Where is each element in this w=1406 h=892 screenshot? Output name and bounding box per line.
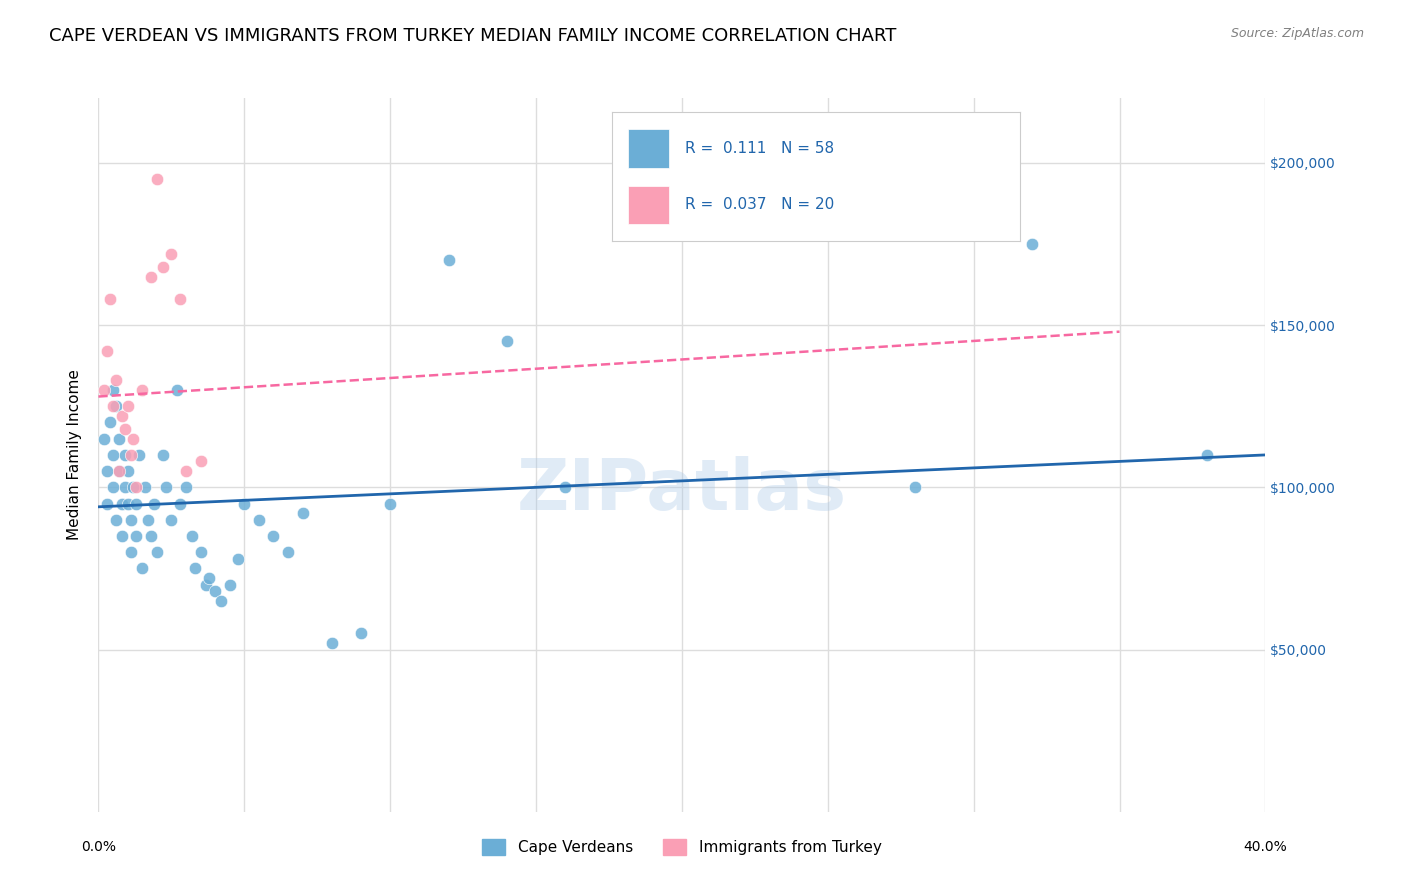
Cape Verdeans	[131, 561, 153, 575]
Cape Verdeans	[291, 506, 314, 520]
Immigrants from Turkey	[152, 260, 174, 274]
Cape Verdeans	[198, 571, 221, 585]
Immigrants from Turkey	[98, 292, 121, 306]
Cape Verdeans	[166, 383, 188, 397]
Cape Verdeans	[104, 399, 127, 413]
Cape Verdeans	[195, 577, 218, 591]
Cape Verdeans	[190, 545, 212, 559]
Immigrants from Turkey	[131, 383, 153, 397]
Cape Verdeans	[209, 594, 232, 608]
Cape Verdeans	[117, 464, 139, 478]
Immigrants from Turkey	[101, 399, 124, 413]
Cape Verdeans	[136, 513, 159, 527]
Cape Verdeans	[101, 448, 124, 462]
Cape Verdeans	[350, 626, 373, 640]
Immigrants from Turkey	[93, 383, 115, 397]
Cape Verdeans	[125, 529, 148, 543]
Cape Verdeans	[155, 480, 177, 494]
Cape Verdeans	[108, 464, 131, 478]
Immigrants from Turkey	[111, 409, 134, 423]
Cape Verdeans	[146, 545, 169, 559]
Cape Verdeans	[96, 497, 118, 511]
Cape Verdeans	[277, 545, 299, 559]
Cape Verdeans	[104, 513, 127, 527]
Cape Verdeans	[204, 584, 226, 599]
Immigrants from Turkey	[125, 480, 148, 494]
Immigrants from Turkey	[146, 172, 169, 186]
Cape Verdeans	[101, 383, 124, 397]
Immigrants from Turkey	[120, 448, 142, 462]
Cape Verdeans	[218, 577, 240, 591]
Cape Verdeans	[111, 497, 134, 511]
Cape Verdeans	[228, 551, 250, 566]
Cape Verdeans	[101, 480, 124, 494]
Immigrants from Turkey	[122, 432, 145, 446]
Text: CAPE VERDEAN VS IMMIGRANTS FROM TURKEY MEDIAN FAMILY INCOME CORRELATION CHART: CAPE VERDEAN VS IMMIGRANTS FROM TURKEY M…	[49, 27, 897, 45]
Immigrants from Turkey	[108, 464, 131, 478]
Cape Verdeans	[134, 480, 156, 494]
Text: 40.0%: 40.0%	[1243, 840, 1288, 855]
Text: ZIPatlas: ZIPatlas	[517, 456, 846, 525]
Immigrants from Turkey	[96, 344, 118, 359]
Cape Verdeans	[1021, 237, 1043, 252]
Cape Verdeans	[180, 529, 202, 543]
Immigrants from Turkey	[169, 292, 191, 306]
Cape Verdeans	[495, 334, 517, 349]
Cape Verdeans	[128, 448, 150, 462]
Cape Verdeans	[904, 480, 927, 494]
Cape Verdeans	[117, 497, 139, 511]
Cape Verdeans	[247, 513, 270, 527]
Cape Verdeans	[96, 464, 118, 478]
Text: 0.0%: 0.0%	[82, 840, 115, 855]
Immigrants from Turkey	[139, 269, 162, 284]
Legend: Cape Verdeans, Immigrants from Turkey: Cape Verdeans, Immigrants from Turkey	[477, 833, 887, 861]
Cape Verdeans	[1195, 448, 1218, 462]
Cape Verdeans	[183, 561, 205, 575]
Cape Verdeans	[160, 513, 183, 527]
Cape Verdeans	[152, 448, 174, 462]
Cape Verdeans	[262, 529, 284, 543]
Cape Verdeans	[122, 480, 145, 494]
Cape Verdeans	[114, 448, 136, 462]
Cape Verdeans	[321, 636, 343, 650]
Cape Verdeans	[98, 416, 121, 430]
Immigrants from Turkey	[190, 454, 212, 468]
Cape Verdeans	[114, 480, 136, 494]
Cape Verdeans	[139, 529, 162, 543]
Cape Verdeans	[233, 497, 256, 511]
Cape Verdeans	[142, 497, 165, 511]
Immigrants from Turkey	[114, 422, 136, 436]
Immigrants from Turkey	[117, 399, 139, 413]
Immigrants from Turkey	[160, 247, 183, 261]
Cape Verdeans	[378, 497, 402, 511]
Cape Verdeans	[120, 545, 142, 559]
Cape Verdeans	[125, 497, 148, 511]
Y-axis label: Median Family Income: Median Family Income	[67, 369, 83, 541]
Cape Verdeans	[108, 432, 131, 446]
Cape Verdeans	[93, 432, 115, 446]
Immigrants from Turkey	[174, 464, 197, 478]
Text: Source: ZipAtlas.com: Source: ZipAtlas.com	[1230, 27, 1364, 40]
Immigrants from Turkey	[104, 373, 127, 387]
Cape Verdeans	[554, 480, 576, 494]
Cape Verdeans	[437, 253, 460, 268]
Cape Verdeans	[174, 480, 197, 494]
Cape Verdeans	[120, 513, 142, 527]
Cape Verdeans	[111, 529, 134, 543]
Cape Verdeans	[169, 497, 191, 511]
